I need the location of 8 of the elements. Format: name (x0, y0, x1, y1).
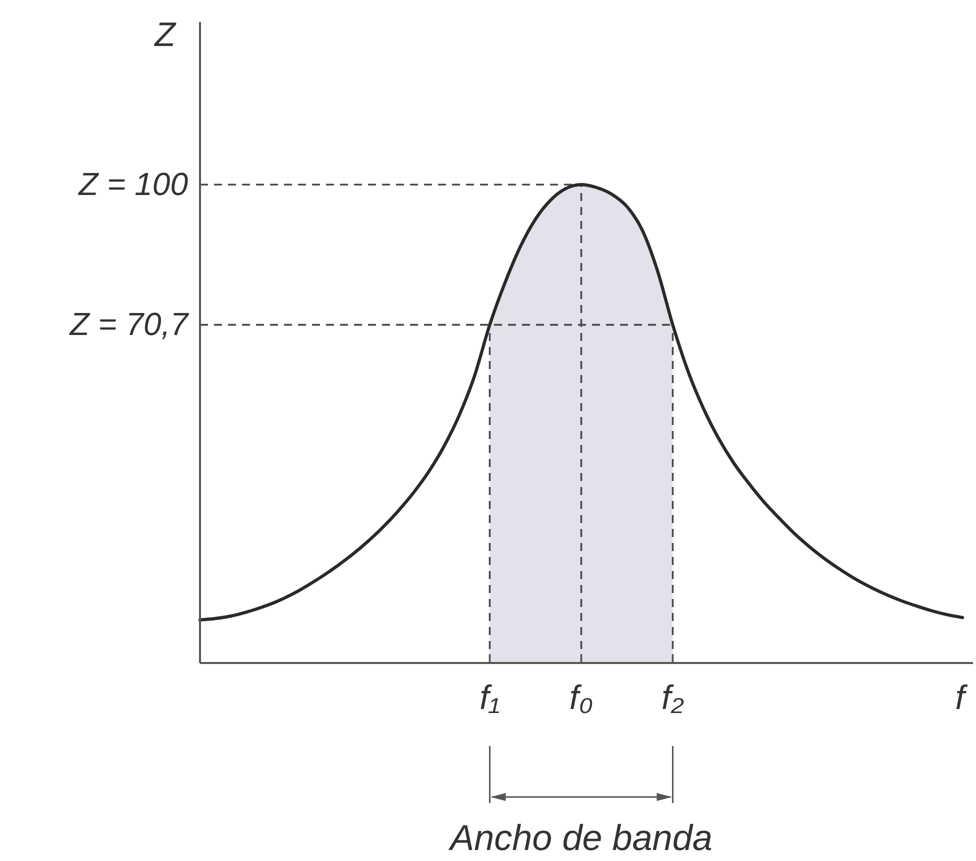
y-tick-label: Z = 70,7 (68, 306, 190, 342)
text: Ancho de banda (448, 817, 712, 858)
x-tick-label: f₀ (569, 679, 594, 718)
x-axis-title: f (955, 679, 968, 717)
x-tick-label: f₁ (480, 679, 500, 718)
y-axis-title: Z (154, 16, 177, 54)
y-tick-label: Z = 100 (78, 166, 188, 202)
x-tick-label: f₂ (662, 679, 684, 718)
